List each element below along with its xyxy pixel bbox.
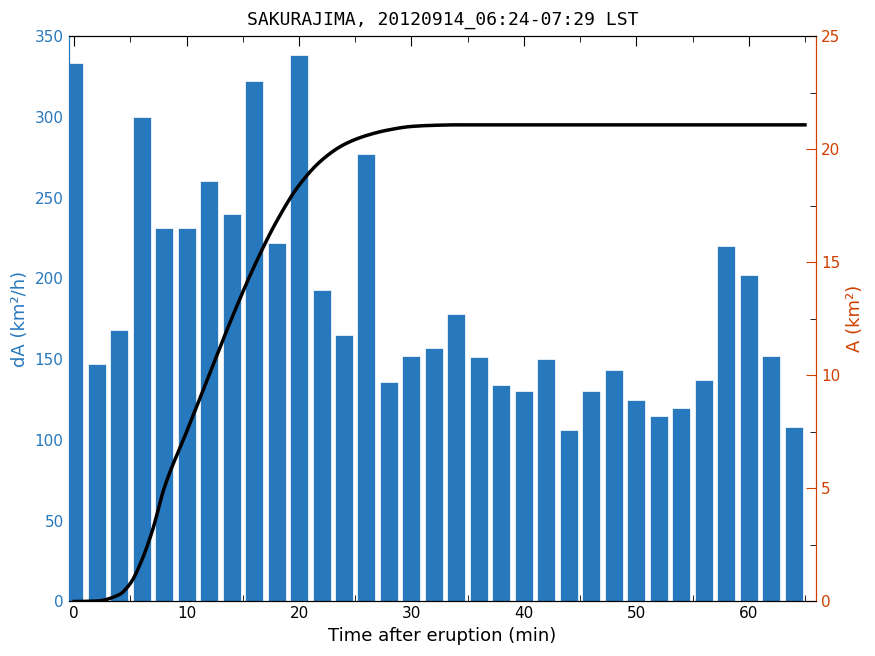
Bar xyxy=(650,416,668,602)
Bar xyxy=(222,214,241,602)
Bar xyxy=(718,246,735,602)
Bar xyxy=(514,392,533,602)
Title: SAKURAJIMA, 20120914_06:24-07:29 LST: SAKURAJIMA, 20120914_06:24-07:29 LST xyxy=(247,11,638,29)
Bar xyxy=(110,330,128,602)
Bar xyxy=(739,275,758,602)
Bar xyxy=(268,243,285,602)
Bar xyxy=(493,385,510,602)
Y-axis label: dA (km²/h): dA (km²/h) xyxy=(11,271,29,367)
Bar xyxy=(447,314,466,602)
Bar xyxy=(335,335,353,602)
Y-axis label: A (km²): A (km²) xyxy=(846,285,864,352)
Bar xyxy=(695,380,713,602)
Bar xyxy=(402,356,421,602)
Bar xyxy=(560,430,578,602)
Bar xyxy=(133,117,150,602)
Bar xyxy=(245,81,263,602)
Bar xyxy=(178,228,196,602)
Bar xyxy=(88,364,106,602)
Bar xyxy=(605,371,623,602)
X-axis label: Time after eruption (min): Time after eruption (min) xyxy=(328,627,556,645)
Bar xyxy=(312,290,331,602)
Bar xyxy=(470,358,488,602)
Bar xyxy=(358,154,375,602)
Bar xyxy=(627,400,646,602)
Bar xyxy=(425,348,443,602)
Bar xyxy=(583,392,600,602)
Bar xyxy=(65,64,83,602)
Bar xyxy=(672,407,690,602)
Bar xyxy=(537,359,556,602)
Bar xyxy=(762,356,780,602)
Bar xyxy=(155,228,173,602)
Bar xyxy=(200,181,218,602)
Bar xyxy=(290,55,308,602)
Bar xyxy=(380,382,398,602)
Bar xyxy=(785,427,802,602)
